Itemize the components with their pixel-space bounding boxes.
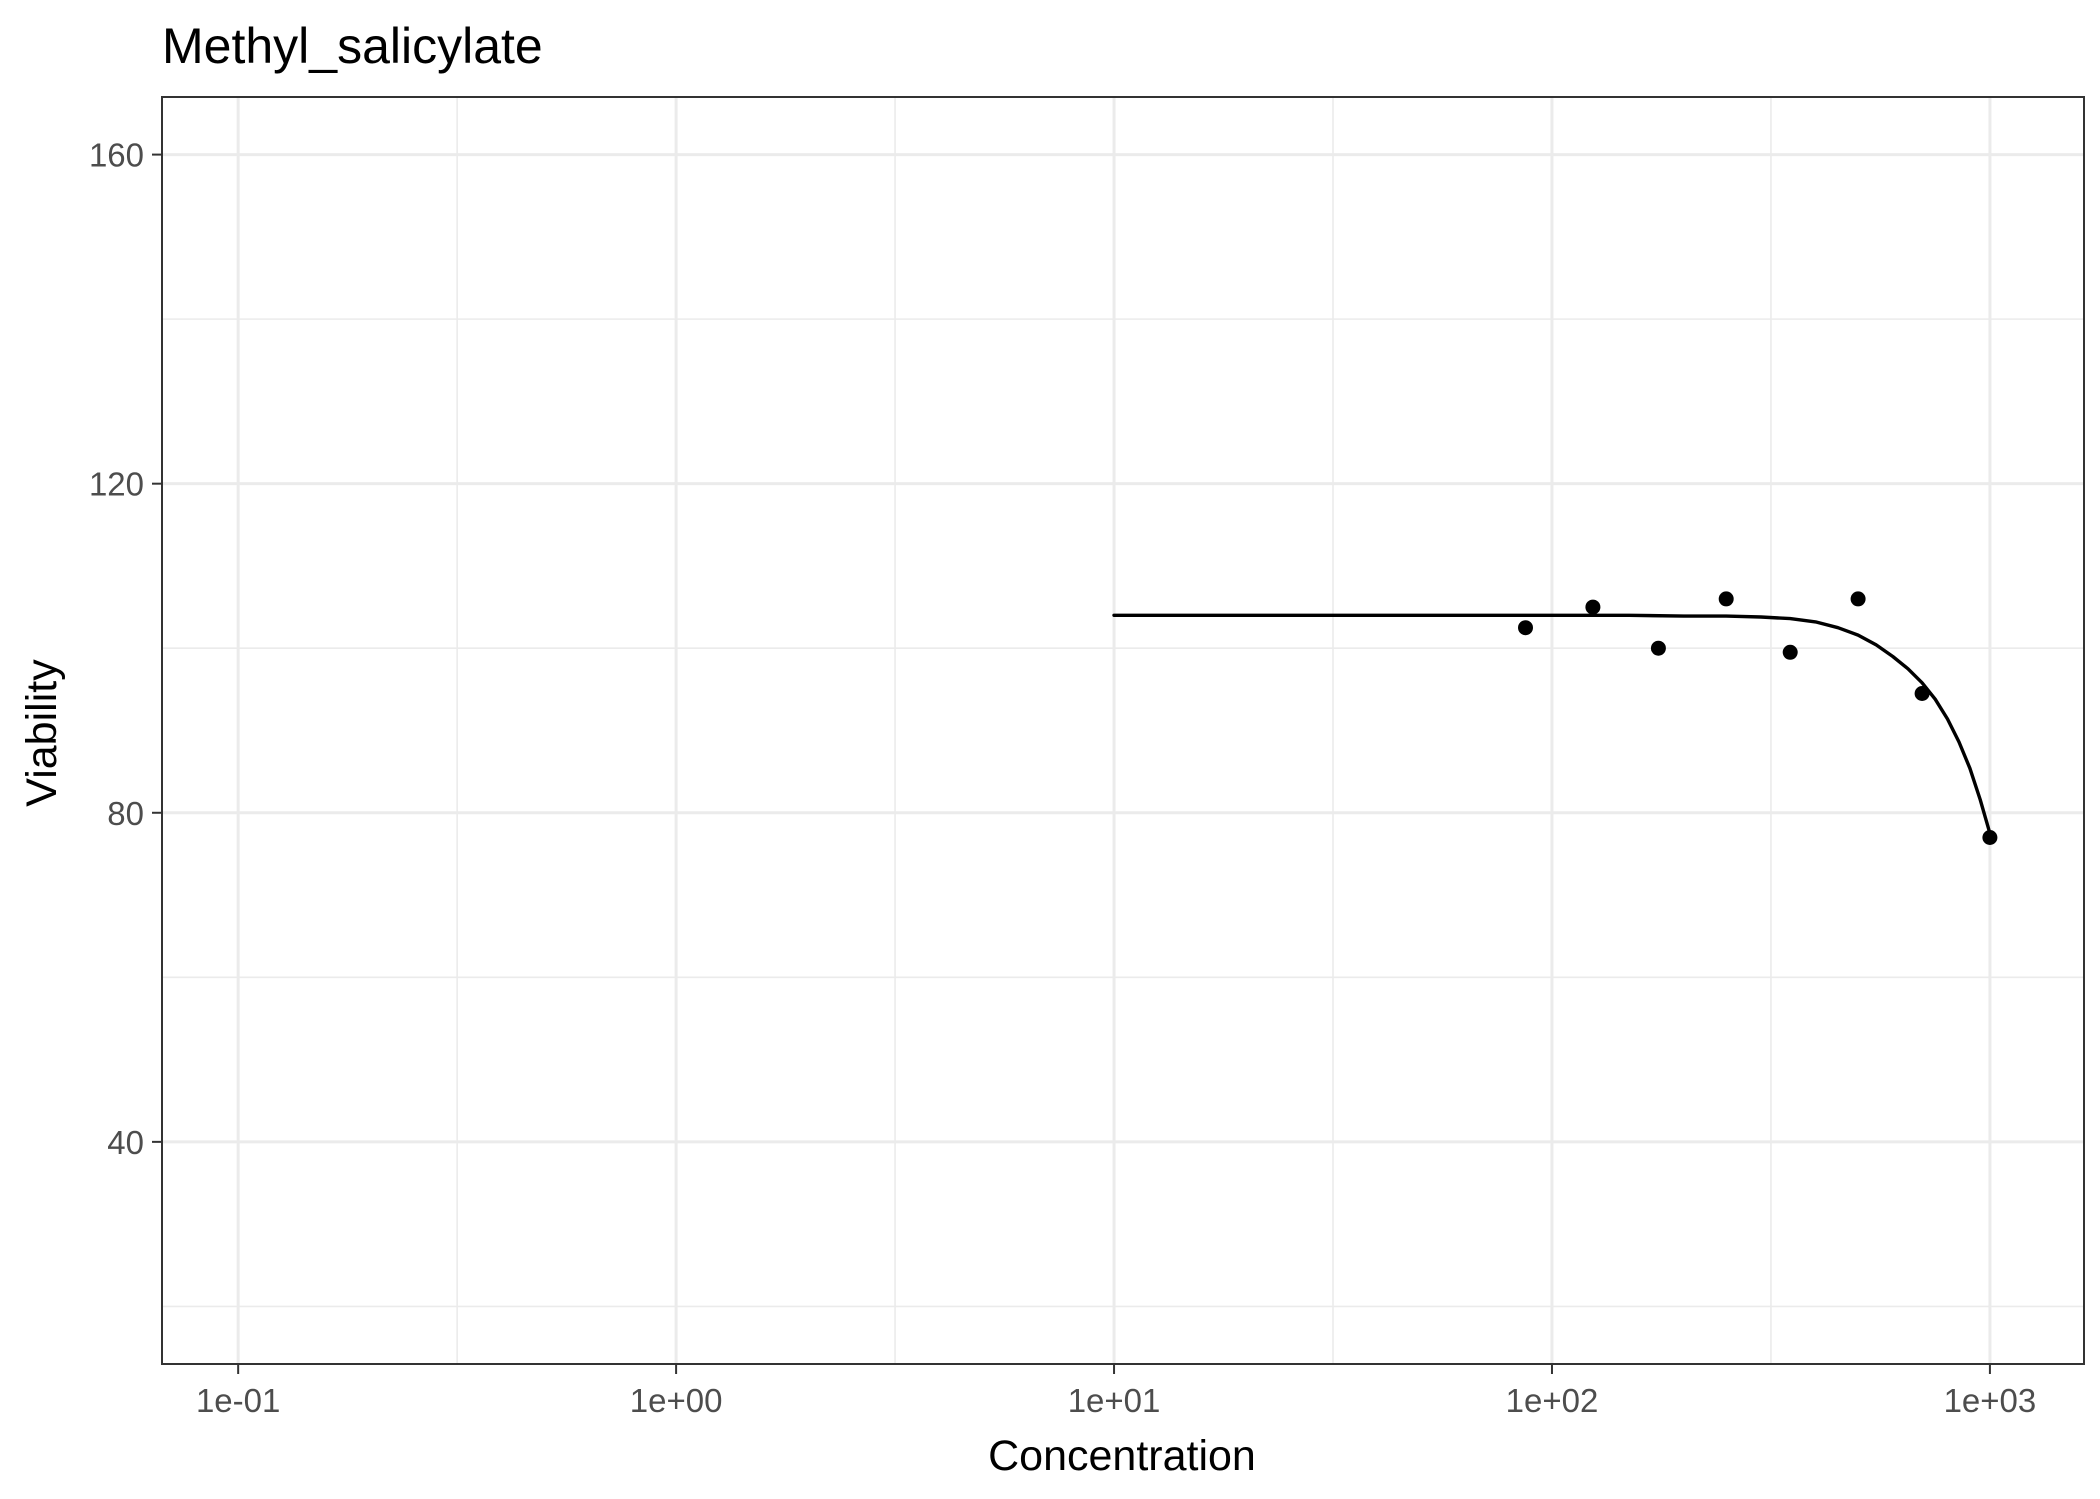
x-tick-label: 1e+01 bbox=[1068, 1382, 1161, 1419]
data-point bbox=[1585, 599, 1601, 615]
chart-title: Methyl_salicylate bbox=[162, 18, 543, 74]
x-axis-title: Concentration bbox=[988, 1432, 1256, 1480]
data-point bbox=[1782, 644, 1798, 660]
data-point bbox=[1914, 686, 1930, 701]
fit-line-layer bbox=[1112, 613, 1992, 835]
x-tick-label: 1e+02 bbox=[1506, 1382, 1599, 1419]
axis-ticks-layer: 1e-01 1e+00 1e+01 1e+02 1e+03 40 80 120 160 bbox=[89, 137, 2036, 1419]
x-tick-label: 1e+03 bbox=[1944, 1382, 2037, 1419]
x-tick-label: 1e+00 bbox=[630, 1382, 723, 1419]
x-tick-label: 1e-01 bbox=[196, 1382, 280, 1419]
y-axis-title: Viability bbox=[18, 659, 66, 807]
fitted-curve bbox=[1112, 613, 1992, 835]
y-tick-label: 80 bbox=[107, 795, 144, 832]
panel-border bbox=[161, 96, 2085, 1365]
grid-layer bbox=[162, 97, 2084, 1364]
data-point bbox=[1650, 640, 1666, 656]
data-points-layer bbox=[1518, 591, 1998, 845]
y-tick-label: 160 bbox=[89, 137, 144, 174]
data-point bbox=[1718, 591, 1734, 607]
data-point bbox=[1982, 830, 1998, 845]
data-point bbox=[1850, 591, 1866, 607]
y-tick-label: 120 bbox=[89, 466, 144, 503]
y-tick-label: 40 bbox=[107, 1124, 144, 1161]
data-point bbox=[1518, 620, 1533, 636]
